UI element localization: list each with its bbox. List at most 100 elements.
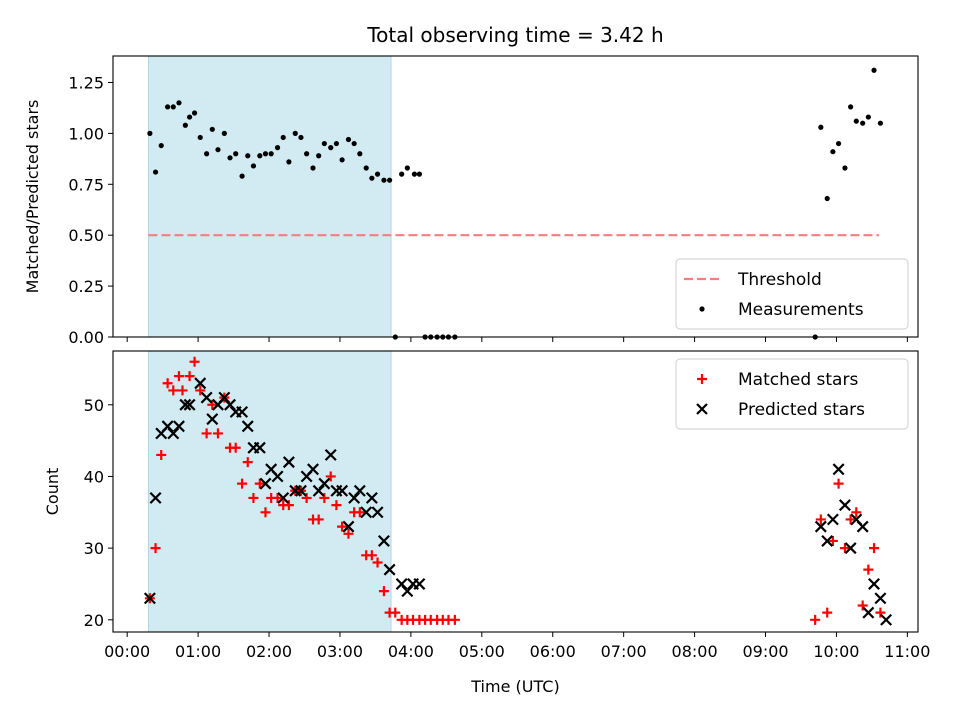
data-point bbox=[292, 130, 298, 136]
data-point bbox=[378, 586, 389, 597]
data-point bbox=[274, 145, 281, 151]
data-point bbox=[206, 413, 219, 426]
y-tick-label: 1.00 bbox=[68, 124, 104, 143]
x-tick-label: 01:00 bbox=[175, 642, 221, 661]
data-point bbox=[337, 521, 348, 532]
data-point bbox=[282, 456, 295, 469]
data-point bbox=[868, 577, 881, 590]
series-matched-stars bbox=[144, 356, 886, 625]
y-tick-label: 0.25 bbox=[68, 277, 104, 296]
data-point bbox=[250, 163, 257, 169]
data-point bbox=[830, 149, 836, 155]
bottom-panel: 20 30 40 50 00:00 01:00 02:00 03:00 04:00 05:00 06… bbox=[43, 350, 930, 696]
data-point bbox=[863, 564, 874, 575]
data-point bbox=[283, 500, 294, 511]
data-point bbox=[856, 520, 869, 533]
y-tick-label: 20 bbox=[84, 611, 104, 630]
legend-box bbox=[675, 258, 909, 330]
data-point bbox=[176, 100, 182, 106]
observing-window-shade bbox=[147, 350, 392, 633]
data-point bbox=[838, 499, 851, 512]
data-point bbox=[271, 470, 284, 483]
legend-swatch-matched bbox=[697, 374, 707, 384]
data-point bbox=[351, 140, 357, 147]
data-point bbox=[268, 151, 274, 157]
x-axis-label: Time (UTC) bbox=[470, 677, 559, 696]
x-tick-label: 08:00 bbox=[672, 642, 718, 661]
data-point bbox=[150, 543, 161, 554]
data-point bbox=[853, 118, 859, 124]
data-point bbox=[162, 378, 173, 389]
x-tick-label: 09:00 bbox=[742, 642, 788, 661]
data-point bbox=[165, 104, 171, 110]
data-point bbox=[353, 484, 366, 497]
data-point bbox=[832, 463, 845, 476]
data-point bbox=[253, 441, 266, 454]
data-point bbox=[371, 506, 384, 519]
data-point bbox=[860, 120, 866, 126]
data-point bbox=[321, 140, 327, 147]
data-point bbox=[845, 514, 856, 525]
data-point bbox=[147, 130, 153, 136]
data-point bbox=[294, 484, 307, 497]
data-point bbox=[237, 478, 248, 489]
data-point bbox=[824, 195, 830, 202]
data-point bbox=[357, 151, 363, 157]
data-point bbox=[857, 600, 868, 611]
data-point bbox=[833, 478, 844, 489]
data-point bbox=[310, 165, 316, 171]
data-point bbox=[411, 171, 418, 177]
data-point bbox=[221, 130, 227, 136]
data-point bbox=[880, 613, 893, 626]
data-point bbox=[404, 165, 410, 171]
y-tick-label: 0.75 bbox=[68, 175, 104, 194]
x-tick-label: 11:00 bbox=[884, 642, 930, 661]
legend: Matched stars Predicted stars bbox=[675, 358, 909, 430]
x-tick-label: 00:00 bbox=[104, 642, 150, 661]
data-point bbox=[272, 492, 283, 503]
x-tick-label: 04:00 bbox=[388, 642, 434, 661]
data-point bbox=[262, 151, 269, 157]
data-point bbox=[390, 607, 401, 618]
x-tick-label: 07:00 bbox=[601, 642, 647, 661]
data-point bbox=[851, 507, 862, 518]
data-point bbox=[259, 477, 272, 490]
data-point bbox=[377, 534, 390, 547]
data-point bbox=[230, 442, 241, 453]
data-point bbox=[842, 165, 848, 171]
data-point bbox=[184, 371, 195, 382]
data-point bbox=[194, 377, 207, 390]
data-point bbox=[177, 385, 188, 396]
data-point bbox=[865, 114, 871, 120]
y-tick-label: 0.50 bbox=[68, 226, 104, 245]
data-point bbox=[363, 165, 369, 171]
axes-frame bbox=[112, 350, 919, 633]
data-point bbox=[277, 491, 290, 504]
axes-frame bbox=[112, 55, 919, 338]
data-point bbox=[381, 177, 387, 183]
data-point bbox=[331, 500, 342, 511]
data-point bbox=[374, 171, 381, 177]
data-point bbox=[325, 471, 336, 482]
data-point bbox=[152, 169, 159, 175]
x-tick-label: 05:00 bbox=[459, 642, 505, 661]
data-point bbox=[826, 513, 839, 526]
data-point bbox=[874, 592, 887, 605]
data-point bbox=[839, 543, 850, 554]
data-point bbox=[319, 492, 330, 503]
data-point bbox=[156, 449, 167, 460]
data-point bbox=[383, 563, 396, 576]
legend: Threshold Measurements bbox=[675, 258, 909, 330]
data-point bbox=[200, 391, 213, 404]
data-point bbox=[810, 614, 821, 625]
data-point bbox=[871, 67, 877, 73]
data-point bbox=[827, 535, 838, 546]
y-tick-label: 40 bbox=[84, 467, 104, 486]
data-point bbox=[822, 607, 833, 618]
data-point bbox=[149, 491, 162, 504]
data-point bbox=[197, 134, 203, 141]
data-point bbox=[366, 550, 377, 561]
chart-title: Total observing time = 3.42 h bbox=[366, 23, 663, 47]
